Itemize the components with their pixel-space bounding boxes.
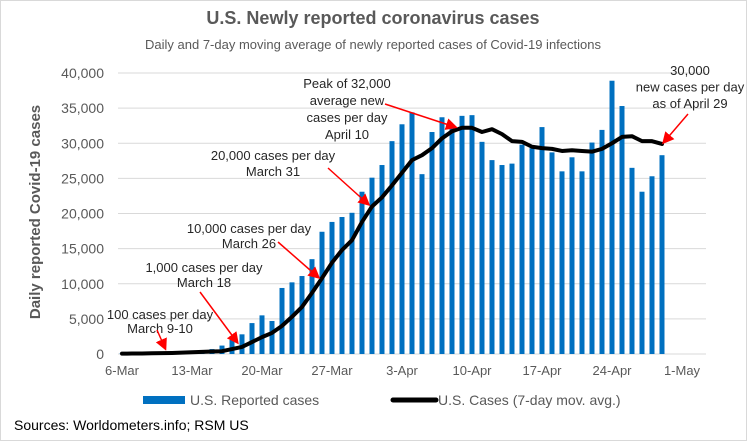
bar [379,165,385,354]
bar [249,323,255,354]
annotation-text: 1,000 cases per day [145,260,263,275]
annotation-arrow [662,113,689,145]
bar [329,221,335,354]
y-tick-label: 10,000 [61,276,104,292]
bar [389,141,395,354]
bar [509,163,515,354]
bar [649,176,655,354]
annotation-arrow [199,291,239,345]
bar [369,177,375,354]
legend-bar-label: U.S. Reported cases [190,392,319,408]
bar [439,117,445,354]
x-tick-label: 10-Apr [452,363,492,378]
bar [229,339,235,354]
bar [659,155,665,354]
bar [339,217,345,354]
x-tick-label: 13-Mar [171,363,213,378]
bar [359,191,365,354]
legend-bar-swatch [143,396,185,404]
annotation-text: as of April 29 [652,96,727,111]
annotation-text: 10,000 cases per day [187,221,312,236]
bar [409,112,415,354]
bar [449,127,455,354]
bar [629,167,635,354]
x-tick-label: 3-Apr [386,363,418,378]
annotation-text: cases per day [307,110,388,125]
bar [579,171,585,354]
annotation-arrow [327,167,371,207]
bar [639,191,645,354]
bar [599,129,605,354]
y-tick-label: 15,000 [61,241,104,257]
legend-line-label: U.S. Cases (7-day mov. avg.) [438,392,621,408]
annotation-text: 100 cases per day [107,307,214,322]
annotation-text: 20,000 cases per day [211,148,336,163]
annotation-text: March 31 [246,164,300,179]
y-tick-label: 40,000 [61,65,104,81]
x-tick-label: 27-Mar [311,363,353,378]
chart-title: U.S. Newly reported coronavirus cases [206,8,539,28]
bar [589,142,595,354]
annotation-arrow [277,241,321,279]
moving-average-line [120,125,664,356]
bar [279,287,285,354]
annotation-text: March 9-10 [127,321,193,336]
annotation-text: April 10 [325,127,369,142]
bar [469,115,475,355]
bar [619,106,625,354]
bar [399,124,405,354]
bar [479,141,485,354]
bar [419,174,425,354]
bar [429,132,435,354]
annotation-text: average new [310,93,385,108]
annotation-arrow [155,329,167,351]
bar [239,334,245,354]
chart-subtitle: Daily and 7-day moving average of newly … [145,37,601,52]
bar [529,148,535,354]
x-tick-label: 17-Apr [522,363,562,378]
x-tick-label: 24-Apr [592,363,632,378]
annotation-arrow [384,103,458,130]
bar [459,115,465,354]
y-tick-label: 0 [96,346,104,362]
bar [549,152,555,354]
annotation-text: Peak of 32,000 [303,76,390,91]
bar [519,144,525,354]
bar [319,231,325,354]
bar [299,276,305,354]
x-tick-label: 20-Mar [241,363,283,378]
y-tick-label: 5,000 [69,311,104,327]
y-axis-label: Daily reported Covid-19 cases [27,105,44,319]
bar [569,157,575,354]
bar [269,320,275,354]
bar [499,165,505,354]
annotation-text: new cases per day [636,80,745,95]
bar [539,127,545,354]
bar [559,171,565,354]
y-tick-label: 25,000 [61,170,104,186]
bar [489,160,495,354]
y-tick-label: 35,000 [61,100,104,116]
bar [609,80,615,354]
bar [309,259,315,354]
annotation-text: 30,000 [670,63,710,78]
y-tick-label: 20,000 [61,206,104,222]
bar [259,315,265,354]
x-tick-label: 6-Mar [105,363,140,378]
x-tick-label: 1-May [664,363,701,378]
annotation-text: March 18 [177,275,231,290]
source-note: Sources: Worldometers.info; RSM US [14,417,249,433]
y-tick-label: 30,000 [61,135,104,151]
bar [349,212,355,354]
annotation-text: March 26 [222,236,276,251]
